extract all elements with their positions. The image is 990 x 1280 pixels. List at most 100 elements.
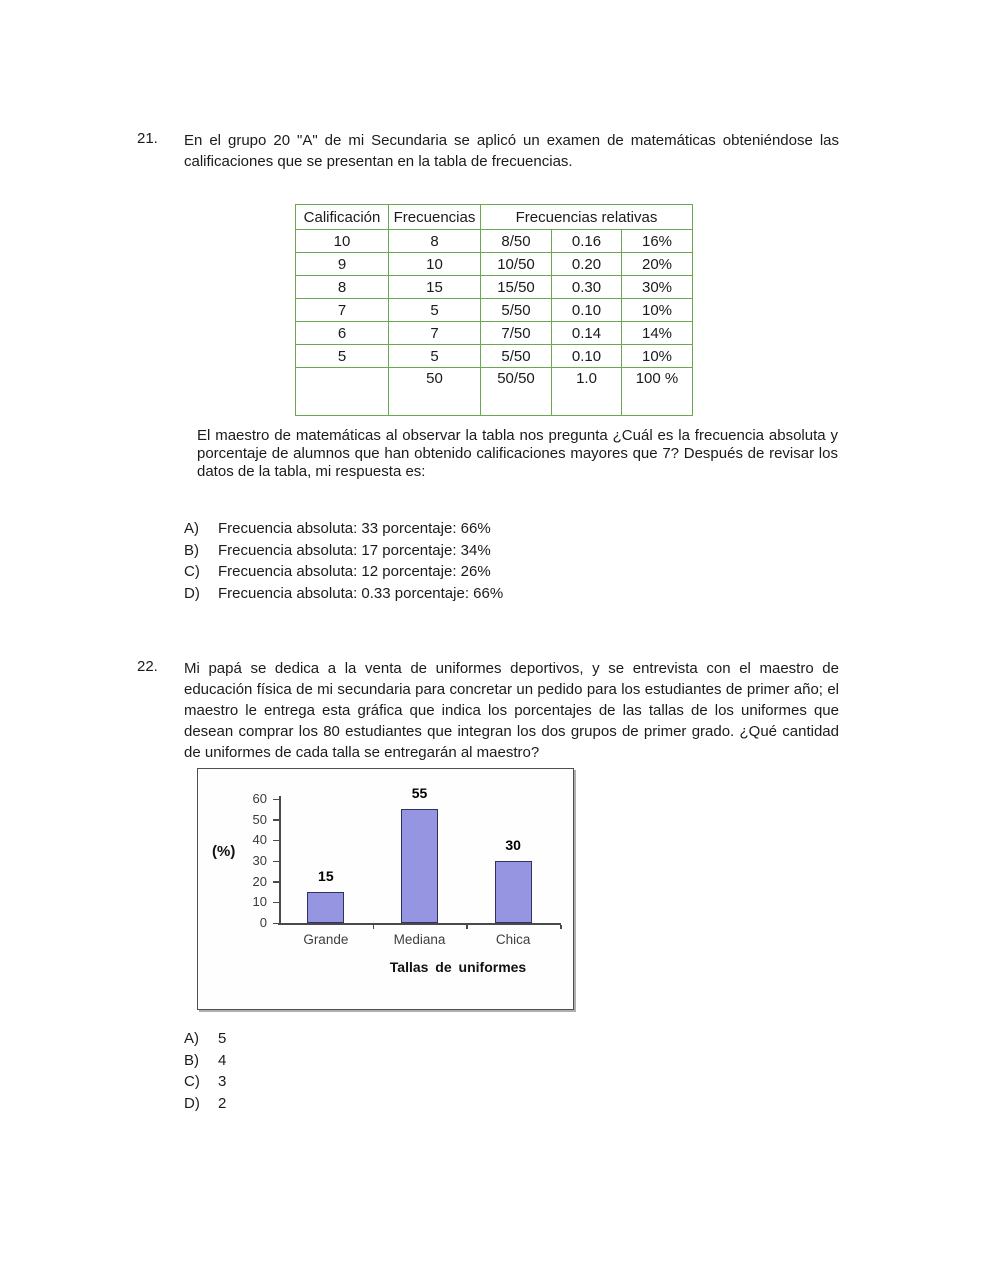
table-cell: 5 bbox=[388, 298, 481, 322]
table-cell: 10% bbox=[621, 298, 693, 322]
bar-mediana bbox=[401, 809, 438, 923]
table-cell: 8/50 bbox=[480, 229, 552, 253]
table-cell: 15/50 bbox=[480, 275, 552, 299]
table-cell: 0.10 bbox=[551, 298, 622, 322]
x-category-label: Mediana bbox=[393, 932, 446, 947]
table-cell: 16% bbox=[621, 229, 693, 253]
table-row: 7 5 5/50 0.10 10% bbox=[295, 298, 693, 322]
y-tick bbox=[273, 881, 279, 883]
option-text: Frecuencia absoluta: 17 porcentaje: 34% bbox=[218, 541, 491, 559]
q22-options: A) 5 B) 4 C) 3 D) 2 bbox=[184, 1028, 484, 1114]
x-tick bbox=[466, 925, 468, 929]
table-row: 5 5 5/50 0.10 10% bbox=[295, 344, 693, 368]
x-tick bbox=[372, 925, 375, 929]
table-header-row: Calificación Frecuencias Frecuencias rel… bbox=[295, 204, 693, 230]
frequency-table: Calificación Frecuencias Frecuencias rel… bbox=[295, 204, 693, 416]
table-cell: 0.10 bbox=[551, 344, 622, 368]
y-tick bbox=[273, 798, 279, 800]
table-cell: 50 bbox=[388, 367, 481, 416]
y-tick bbox=[273, 860, 279, 862]
table-cell: 7/50 bbox=[480, 321, 552, 345]
table-cell: 0.16 bbox=[551, 229, 622, 253]
table-cell: 10 bbox=[388, 252, 481, 276]
y-axis-label: 10 bbox=[252, 894, 267, 910]
y-axis-label: 0 bbox=[259, 915, 267, 930]
q22-number: 22. bbox=[137, 658, 158, 675]
q21-followup: El maestro de matemáticas al observar la… bbox=[197, 427, 838, 480]
table-cell: 0.14 bbox=[551, 321, 622, 345]
option-letter: D) bbox=[184, 1094, 200, 1112]
q21-options: A) Frecuencia absoluta: 33 porcentaje: 66… bbox=[184, 518, 744, 604]
option-letter: C) bbox=[184, 563, 200, 580]
y-axis-label: 30 bbox=[252, 853, 267, 868]
table-cell: 15 bbox=[388, 275, 481, 299]
option-text: 4 bbox=[218, 1051, 227, 1069]
option-letter: B) bbox=[184, 541, 199, 559]
table-cell: 14% bbox=[621, 321, 693, 345]
q22-option: D) 2 bbox=[184, 1093, 484, 1115]
table-cell: 100 % bbox=[621, 367, 693, 416]
table-row: 6 7 7/50 0.14 14% bbox=[295, 321, 693, 345]
q22-option: B) 4 bbox=[184, 1050, 484, 1072]
table-header-frecuencias: Frecuencias bbox=[388, 204, 481, 230]
q21-prompt: En el grupo 20 "A" de mi Secundaria se a… bbox=[184, 132, 839, 170]
option-letter: C) bbox=[184, 1073, 200, 1090]
table-cell: 1.0 bbox=[551, 367, 622, 416]
x-category-label: Grande bbox=[303, 932, 349, 947]
table-cell bbox=[295, 367, 389, 416]
x-axis-line bbox=[278, 923, 561, 925]
x-tick bbox=[560, 925, 562, 929]
table-cell: 8 bbox=[295, 275, 389, 299]
option-letter: A) bbox=[184, 1030, 199, 1047]
bar-value-label: 55 bbox=[411, 785, 428, 802]
option-text: Frecuencia absoluta: 33 porcentaje: 66% bbox=[218, 520, 491, 537]
q21-number: 21. bbox=[137, 130, 158, 147]
y-tick bbox=[273, 839, 279, 842]
table-cell: 5 bbox=[388, 344, 481, 368]
table-cell: 10 bbox=[295, 229, 389, 253]
y-tick bbox=[273, 922, 279, 924]
option-text: Frecuencia absoluta: 0.33 porcentaje: 66… bbox=[218, 584, 504, 602]
y-tick bbox=[273, 901, 279, 904]
table-row: 8 15 15/50 0.30 30% bbox=[295, 275, 693, 299]
table-cell: 20% bbox=[621, 252, 693, 276]
table-row: 50 50/50 1.0 100 % bbox=[295, 367, 693, 416]
table-cell: 0.20 bbox=[551, 252, 622, 276]
option-text: 3 bbox=[218, 1073, 227, 1090]
table-cell: 5/50 bbox=[480, 344, 552, 368]
option-text: Frecuencia absoluta: 12 porcentaje: 26% bbox=[218, 563, 491, 580]
table-header-calificacion: Calificación bbox=[295, 204, 389, 230]
option-text: 2 bbox=[218, 1094, 227, 1112]
y-axis-label: 50 bbox=[252, 811, 267, 827]
option-letter: A) bbox=[184, 520, 199, 537]
table-cell: 50/50 bbox=[480, 367, 552, 416]
table-row: 10 8 8/50 0.16 16% bbox=[295, 229, 693, 253]
bar-chart: 0 10 20 30 40 50 60 15 Grande 55 Mediana 30 Chica (%)… bbox=[197, 768, 574, 1010]
y-axis-label: 20 bbox=[252, 873, 267, 889]
table-cell: 10% bbox=[621, 344, 693, 368]
q21-option: C) Frecuencia absoluta: 12 porcentaje: 26… bbox=[184, 561, 744, 583]
bar-chica bbox=[494, 861, 532, 923]
q21-option: B) Frecuencia absoluta: 17 porcentaje: 34… bbox=[184, 540, 744, 562]
table-cell: 7 bbox=[388, 321, 481, 345]
table-cell: 6 bbox=[295, 321, 389, 345]
table-row: 9 10 10/50 0.20 20% bbox=[295, 252, 693, 276]
table-cell: 5 bbox=[295, 344, 389, 368]
table-cell: 7 bbox=[295, 298, 389, 322]
y-axis-label: 40 bbox=[252, 832, 267, 848]
bar-value-label: 15 bbox=[318, 868, 334, 884]
chart-title: Tallas de uniformes bbox=[389, 959, 527, 975]
table-header-frecuencias-relativas: Frecuencias relativas bbox=[480, 204, 693, 230]
table-body: 10 8 8/50 0.16 16% 9 10 10/50 0.20 20% 8 15 15/50 0.3… bbox=[295, 229, 693, 416]
option-letter: B) bbox=[184, 1051, 199, 1069]
table-cell: 9 bbox=[295, 252, 389, 276]
q22-prompt: Mi papá se dedica a la venta de uniforme… bbox=[184, 660, 839, 761]
table-cell: 10/50 bbox=[480, 252, 552, 276]
q21-option: A) Frecuencia absoluta: 33 porcentaje: 66… bbox=[184, 518, 744, 540]
q22-option: C) 3 bbox=[184, 1071, 484, 1093]
table-cell: 30% bbox=[621, 275, 693, 299]
option-letter: D) bbox=[184, 584, 200, 602]
bar-grande bbox=[307, 892, 345, 923]
bar-value-label: 30 bbox=[505, 837, 521, 853]
